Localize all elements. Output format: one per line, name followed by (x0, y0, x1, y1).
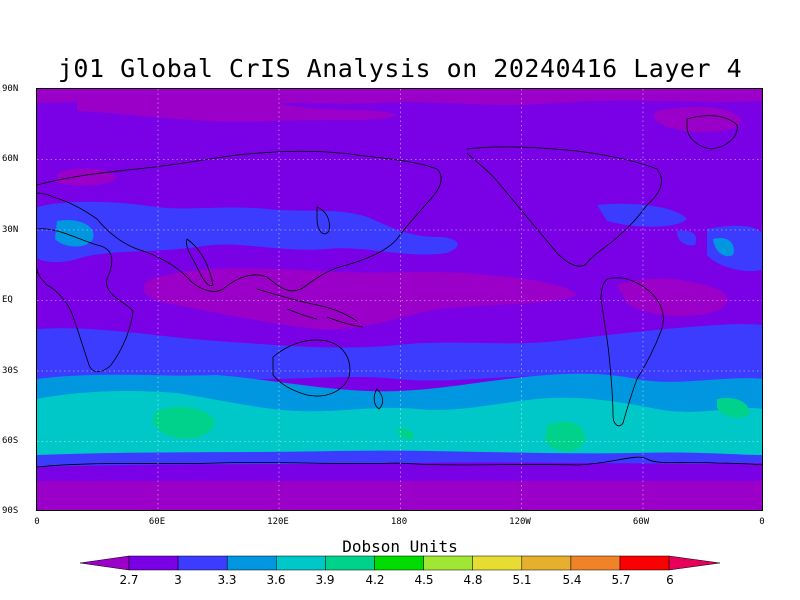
colorbar-box (325, 555, 375, 571)
colorbar-tick: 4.5 (414, 573, 434, 587)
lat-label-60n: 60N (2, 154, 19, 164)
colorbar-box (128, 555, 179, 571)
nh-blue-band (37, 201, 458, 263)
map-title: j01 Global CrIS Analysis on 20240416 Lay… (57, 54, 743, 83)
antarctic-violet-band (37, 462, 762, 481)
colorbar-tick: 5.1 (512, 573, 532, 587)
colorbar-tick: 2.7 (119, 573, 139, 587)
lat-label-90s: 90S (2, 506, 19, 516)
colorbar-box (619, 555, 670, 571)
colorbar-box (177, 555, 228, 571)
lon-label-120e: 120E (267, 517, 289, 527)
tropical-low-band (143, 268, 577, 330)
colorbar-box (226, 555, 277, 571)
colorbar-box (521, 555, 572, 571)
graticule (37, 89, 762, 510)
lat-label-eq: EQ (2, 295, 13, 305)
colorbar-high-triangle (668, 555, 721, 571)
sh-green-patch-pacific (545, 421, 586, 452)
colorbar-tick: 3.3 (217, 573, 237, 587)
lon-label-60e: 60E (148, 517, 166, 527)
lat-label-60s: 60S (2, 436, 19, 446)
arctic-patch-east (653, 106, 742, 133)
sh-blue-band (37, 324, 762, 389)
colorbar (79, 555, 721, 571)
colorbar-tick: 3.9 (315, 573, 335, 587)
sh-green-patch-indian (152, 406, 215, 439)
colorbar-low-triangle (79, 555, 130, 571)
lon-label-120w: 120W (509, 517, 531, 527)
colorbar-tick: 3 (174, 573, 182, 587)
colorbar-label: Dobson Units (342, 537, 458, 556)
colorbar-tick: 5.4 (562, 573, 582, 587)
ozone-map-canvas (37, 89, 762, 510)
colorbar-tick: 4.8 (463, 573, 483, 587)
antarctic-low-band (37, 481, 762, 510)
lon-label-0: 0 (34, 517, 40, 527)
colorbar-tick: 4.2 (365, 573, 385, 587)
lat-label-90n: 90N (2, 84, 19, 94)
colorbar-box (472, 555, 523, 571)
coastlines (37, 115, 762, 468)
ozone-map (36, 88, 763, 511)
lat-label-30n: 30N (2, 225, 19, 235)
lon-label-0-east: 0 (759, 517, 765, 527)
colorbar-tick: 3.6 (266, 573, 286, 587)
colorbar-tick: 5.7 (611, 573, 631, 587)
colorbar-tick: 6 (666, 573, 674, 587)
nh-blue-patch-east (707, 225, 762, 272)
sh-green-spot (397, 428, 415, 440)
nh-blue-spot (677, 230, 697, 246)
lat-label-30s: 30S (2, 366, 19, 376)
lon-label-180: 180 (390, 517, 408, 527)
colorbar-box (570, 555, 621, 571)
siberia-patch (57, 168, 117, 186)
sh-green-patch-east (717, 397, 750, 418)
colorbar-box (276, 555, 326, 571)
colorbar-box (423, 555, 473, 571)
arctic-patch-west (77, 95, 397, 122)
nh-cyan-patch (55, 219, 94, 247)
nh-cyan-patch-east (713, 237, 734, 257)
nh-blue-patch-atlantic (597, 203, 687, 227)
lon-label-60w: 60W (632, 517, 650, 527)
colorbar-box (374, 555, 424, 571)
